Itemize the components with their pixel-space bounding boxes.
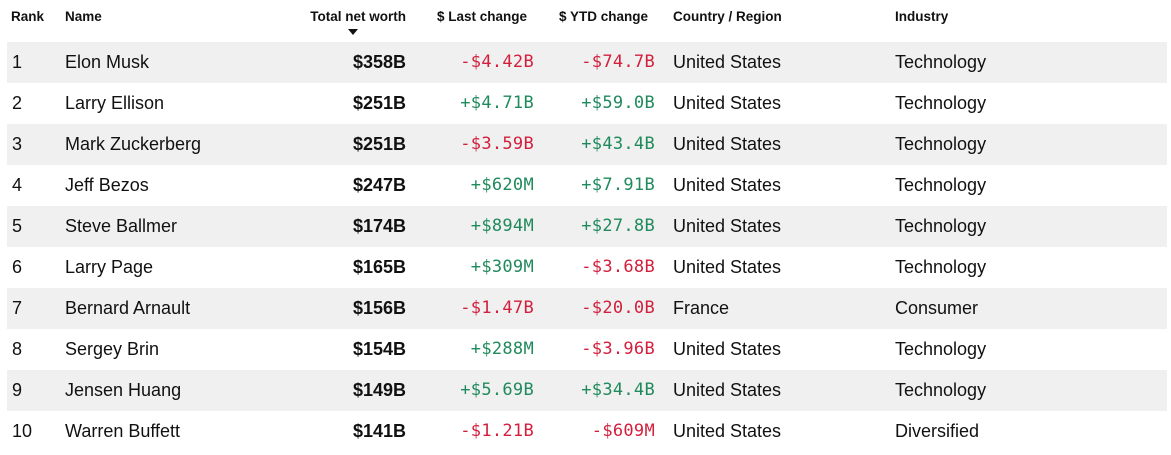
name-cell[interactable]: Steve Ballmer <box>65 216 178 236</box>
name-cell[interactable]: Bernard Arnault <box>65 298 191 318</box>
industry-cell: Technology <box>895 380 987 400</box>
last-change-cell: +$620M <box>470 175 534 195</box>
country-cell: United States <box>673 175 782 195</box>
rank-cell: 10 <box>12 421 33 441</box>
country-cell: United States <box>673 93 782 113</box>
last-change-cell: -$4.42B <box>460 52 534 72</box>
sort-descending-icon[interactable] <box>348 29 358 35</box>
last-change-cell: -$1.47B <box>460 298 534 318</box>
rank-cell: 1 <box>12 52 23 72</box>
rank-cell: 4 <box>12 175 23 195</box>
net-worth-cell: $358B <box>352 52 406 72</box>
rank-cell: 7 <box>12 298 23 318</box>
last-change-cell: +$5.69B <box>460 380 534 400</box>
country-cell: United States <box>673 421 782 441</box>
rank-cell: 2 <box>12 93 23 113</box>
industry-cell: Technology <box>895 339 987 359</box>
name-cell[interactable]: Elon Musk <box>65 52 150 72</box>
table-row[interactable]: 8 Sergey Brin $154B +$288M -$3.96B United Sta… <box>7 329 1167 370</box>
column-header-name[interactable]: Name <box>65 9 102 24</box>
ytd-change-cell: -$20.0B <box>581 298 655 318</box>
rank-cell: 5 <box>12 216 23 236</box>
table-row[interactable]: 10 Warren Buffett $141B -$1.21B -$609M United… <box>7 411 1167 452</box>
rank-cell: 8 <box>12 339 23 359</box>
last-change-cell: +$4.71B <box>460 93 534 113</box>
country-cell: United States <box>673 216 782 236</box>
country-cell: United States <box>673 52 782 72</box>
net-worth-cell: $251B <box>352 93 406 113</box>
industry-cell: Technology <box>895 216 987 236</box>
table-row[interactable]: 5 Steve Ballmer $174B +$894M +$27.8B United S… <box>7 206 1167 247</box>
industry-cell: Technology <box>895 52 987 72</box>
name-cell[interactable]: Warren Buffett <box>65 421 181 441</box>
ytd-change-cell: -$3.68B <box>581 257 655 277</box>
table-row[interactable]: 7 Bernard Arnault $156B -$1.47B -$20.0B Franc… <box>7 288 1167 329</box>
name-cell[interactable]: Sergey Brin <box>65 339 160 359</box>
industry-cell: Diversified <box>895 421 980 441</box>
industry-cell: Technology <box>895 175 987 195</box>
column-header-ytd-change[interactable]: $ YTD change <box>558 9 648 24</box>
name-cell[interactable]: Jeff Bezos <box>65 175 149 195</box>
name-cell[interactable]: Larry Page <box>65 257 154 277</box>
industry-cell: Technology <box>895 257 987 277</box>
column-header-rank[interactable]: Rank <box>11 9 45 24</box>
table-row[interactable]: 1 Elon Musk $358B -$4.42B -$74.7B United Stat… <box>7 42 1167 83</box>
net-worth-cell: $251B <box>352 134 406 154</box>
last-change-cell: -$3.59B <box>460 134 534 154</box>
last-change-cell: -$1.21B <box>460 421 534 441</box>
ytd-change-cell: -$74.7B <box>581 52 655 72</box>
ytd-change-cell: +$43.4B <box>581 134 655 154</box>
net-worth-cell: $174B <box>352 216 406 236</box>
country-cell: France <box>673 298 730 318</box>
table-row[interactable]: 2 Larry Ellison $251B +$4.71B +$59.0B United … <box>7 83 1167 124</box>
last-change-cell: +$309M <box>470 257 534 277</box>
industry-cell: Technology <box>895 93 987 113</box>
column-header-country[interactable]: Country / Region <box>673 9 782 24</box>
table-row[interactable]: 4 Jeff Bezos $247B +$620M +$7.91B United Stat… <box>7 165 1167 206</box>
column-header-last-change[interactable]: $ Last change <box>436 9 527 24</box>
industry-cell: Consumer <box>895 298 979 318</box>
rank-cell: 3 <box>12 134 23 154</box>
net-worth-cell: $247B <box>352 175 406 195</box>
country-cell: United States <box>673 134 782 154</box>
column-header-industry[interactable]: Industry <box>895 9 949 24</box>
table-body: 1 Elon Musk $358B -$4.42B -$74.7B United Stat… <box>0 42 1171 452</box>
net-worth-cell: $154B <box>352 339 406 359</box>
rank-cell: 6 <box>12 257 23 277</box>
ytd-change-cell: +$59.0B <box>581 93 655 113</box>
industry-cell: Technology <box>895 134 987 154</box>
net-worth-cell: $156B <box>352 298 406 318</box>
table-header: Rank Name Total net worth $ Last change … <box>0 0 1171 42</box>
table-row[interactable]: 6 Larry Page $165B +$309M -$3.68B United Stat… <box>7 247 1167 288</box>
name-cell[interactable]: Jensen Huang <box>65 380 182 400</box>
net-worth-cell: $149B <box>352 380 406 400</box>
last-change-cell: +$288M <box>470 339 534 359</box>
net-worth-cell: $165B <box>352 257 406 277</box>
net-worth-cell: $141B <box>352 421 406 441</box>
ytd-change-cell: +$7.91B <box>581 175 655 195</box>
country-cell: United States <box>673 380 782 400</box>
ytd-change-cell: -$3.96B <box>581 339 655 359</box>
column-header-net-worth[interactable]: Total net worth <box>310 9 406 24</box>
country-cell: United States <box>673 257 782 277</box>
name-cell[interactable]: Mark Zuckerberg <box>65 134 202 154</box>
ytd-change-cell: +$27.8B <box>581 216 655 236</box>
country-cell: United States <box>673 339 782 359</box>
ytd-change-cell: -$609M <box>591 421 655 441</box>
name-cell[interactable]: Larry Ellison <box>65 93 165 113</box>
table-row[interactable]: 9 Jensen Huang $149B +$5.69B +$34.4B United S… <box>7 370 1167 411</box>
ytd-change-cell: +$34.4B <box>581 380 655 400</box>
table-row[interactable]: 3 Mark Zuckerberg $251B -$3.59B +$43.4B Unite… <box>7 124 1167 165</box>
last-change-cell: +$894M <box>470 216 534 236</box>
rank-cell: 9 <box>12 380 23 400</box>
